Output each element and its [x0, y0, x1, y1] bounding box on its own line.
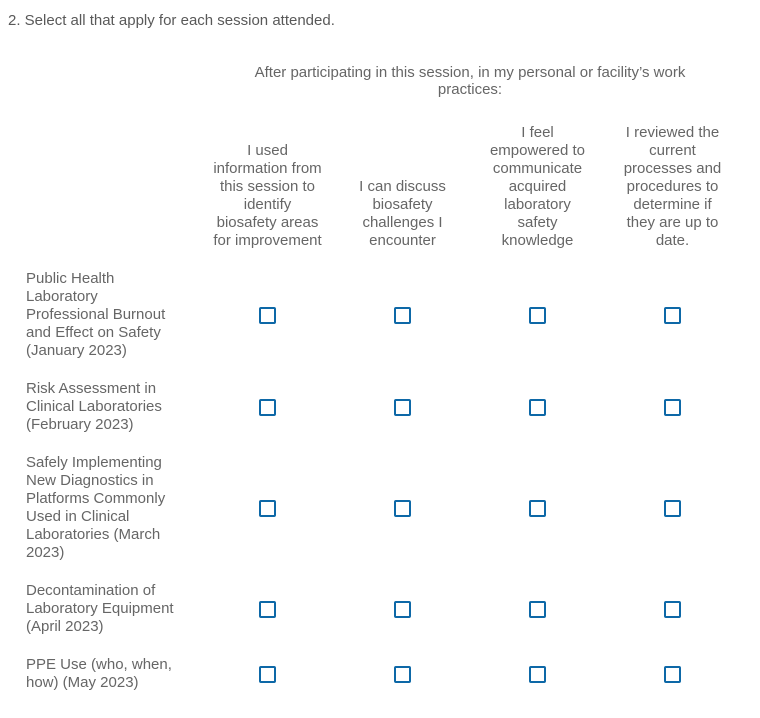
table-row: Safely Implementing New Diagnostics in P…	[26, 454, 760, 562]
matrix-checkbox-r5c3[interactable]	[529, 665, 546, 683]
matrix-body: Public Health Laboratory Professional Bu…	[8, 270, 760, 692]
table-row: Risk Assessment in Clinical Laboratories…	[26, 380, 760, 434]
matrix-checkbox-r3c3[interactable]	[529, 499, 546, 517]
row-label-session-1: Public Health Laboratory Professional Bu…	[26, 270, 166, 359]
checkbox-cell	[200, 582, 335, 636]
matrix-group-header: After participating in this session, in …	[254, 64, 686, 98]
matrix-checkbox-r4c1[interactable]	[259, 600, 276, 618]
matrix-header: After participating in this session, in …	[26, 64, 760, 250]
matrix-checkbox-r3c2[interactable]	[394, 499, 411, 517]
matrix-checkbox-r5c1[interactable]	[259, 665, 276, 683]
checkbox-cell	[200, 380, 335, 434]
survey-page: 2. Select all that apply for each sessio…	[8, 12, 760, 692]
row-label-session-4: Decontamination of Laboratory Equipment …	[26, 582, 174, 635]
checkbox-cell	[605, 270, 740, 360]
matrix-checkbox-r4c3[interactable]	[529, 600, 546, 618]
table-row: PPE Use (who, when, how) (May 2023)	[26, 656, 760, 692]
checkbox-cell	[200, 270, 335, 360]
row-label-session-3: Safely Implementing New Diagnostics in P…	[26, 454, 166, 561]
matrix-checkbox-r5c2[interactable]	[394, 665, 411, 683]
checkbox-cell	[335, 380, 470, 434]
matrix-checkbox-r5c4[interactable]	[664, 665, 681, 683]
matrix-checkbox-r1c3[interactable]	[529, 306, 546, 324]
checkbox-cell	[605, 454, 740, 562]
matrix-checkbox-r4c2[interactable]	[394, 600, 411, 618]
matrix-checkbox-r3c1[interactable]	[259, 499, 276, 517]
row-label-session-5: PPE Use (who, when, how) (May 2023)	[26, 656, 172, 691]
row-label-session-2: Risk Assessment in Clinical Laboratories…	[26, 380, 162, 433]
checkbox-cell	[470, 656, 605, 692]
matrix-checkbox-r4c4[interactable]	[664, 600, 681, 618]
matrix-checkbox-r2c3[interactable]	[529, 398, 546, 416]
matrix-checkbox-r1c1[interactable]	[259, 306, 276, 324]
matrix-checkbox-r1c2[interactable]	[394, 306, 411, 324]
matrix-checkbox-r3c4[interactable]	[664, 499, 681, 517]
checkbox-cell	[470, 582, 605, 636]
table-row: Decontamination of Laboratory Equipment …	[26, 582, 760, 636]
column-header-1: I used information from this session to …	[213, 142, 322, 249]
column-header-3: I feel empowered to communicate acquired…	[489, 124, 586, 249]
checkbox-cell	[605, 582, 740, 636]
checkbox-cell	[605, 656, 740, 692]
checkbox-cell	[605, 380, 740, 434]
checkbox-cell	[335, 582, 470, 636]
checkbox-cell	[470, 380, 605, 434]
matrix-checkbox-r2c1[interactable]	[259, 398, 276, 416]
matrix-checkbox-r2c4[interactable]	[664, 398, 681, 416]
checkbox-cell	[470, 454, 605, 562]
question-title: 2. Select all that apply for each sessio…	[8, 12, 335, 29]
matrix-checkbox-r2c2[interactable]	[394, 398, 411, 416]
checkbox-cell	[335, 454, 470, 562]
checkbox-cell	[335, 270, 470, 360]
column-header-2: I can discuss biosafety challenges I enc…	[359, 178, 446, 249]
checkbox-cell	[335, 656, 470, 692]
table-row: Public Health Laboratory Professional Bu…	[26, 270, 760, 360]
checkbox-cell	[470, 270, 605, 360]
matrix-checkbox-r1c4[interactable]	[664, 306, 681, 324]
column-header-4: I reviewed the current processes and pro…	[623, 124, 722, 249]
checkbox-cell	[200, 454, 335, 562]
checkbox-cell	[200, 656, 335, 692]
